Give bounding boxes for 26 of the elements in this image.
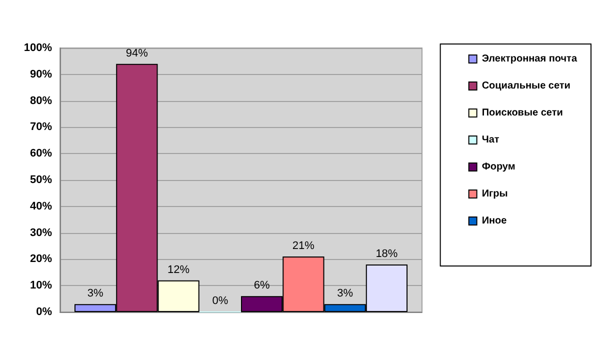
data-label: 3% [87, 288, 104, 300]
legend-label: Электронная почта [482, 54, 578, 64]
y-tick-label: 20% [30, 253, 52, 266]
legend-label: Социальные сети [482, 80, 570, 92]
y-tick-label: 30% [30, 226, 52, 239]
legend-label: Чат [482, 134, 500, 146]
legend-label: Поисковые сети [482, 108, 563, 118]
data-label: 12% [168, 264, 190, 276]
data-label: 18% [376, 248, 398, 260]
legend-label: Иное [482, 216, 508, 226]
data-label: 6% [254, 280, 270, 292]
y-tick-label: 0% [36, 306, 52, 318]
data-label: 0% [212, 295, 228, 307]
y-tick-label: 100% [24, 42, 52, 54]
y-tick-label: 90% [30, 68, 52, 80]
y-tick-label: 40% [30, 200, 52, 212]
y-tick-label: 10% [30, 280, 52, 292]
y-tick-label: 50% [30, 174, 52, 186]
data-label: 94% [126, 47, 148, 60]
y-tick-label: 60% [30, 148, 52, 160]
legend-label: Игры [482, 188, 508, 200]
data-label: 21% [292, 240, 315, 252]
data-label: 3% [337, 288, 354, 300]
legend-label: Форум [482, 162, 516, 172]
y-tick-label: 80% [30, 94, 52, 107]
y-tick-label: 70% [30, 121, 52, 134]
